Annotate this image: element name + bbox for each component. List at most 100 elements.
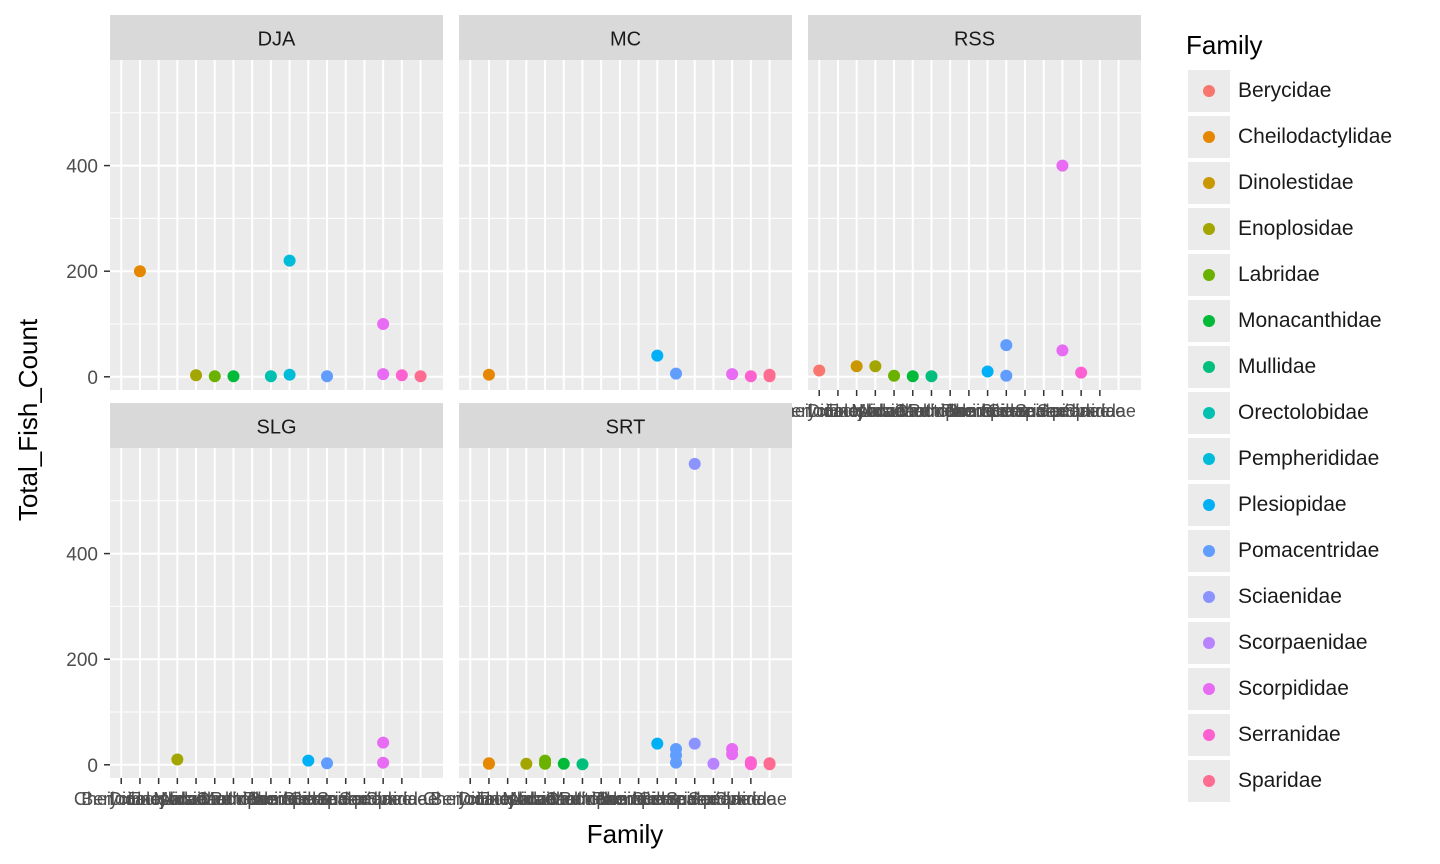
facet-strip bbox=[808, 15, 1141, 60]
legend-dot bbox=[1203, 269, 1215, 281]
facet-label: SRT bbox=[606, 417, 646, 439]
panel-background bbox=[808, 60, 1141, 390]
data-point bbox=[925, 370, 938, 383]
legend-label: Orectolobidae bbox=[1238, 401, 1369, 424]
panel-background bbox=[459, 60, 792, 390]
x-tick-label: Dinolestidae bbox=[458, 789, 557, 809]
legend-key bbox=[1188, 622, 1230, 664]
legend: Family Berycidae Cheilodactylidae Dinolest… bbox=[1186, 28, 1392, 806]
legend-dot bbox=[1203, 177, 1215, 189]
data-point bbox=[726, 748, 739, 761]
x-tick-label: Orectolobidae bbox=[894, 401, 1006, 421]
legend-dot bbox=[1203, 315, 1215, 327]
data-point bbox=[651, 349, 664, 362]
data-point bbox=[763, 758, 776, 771]
x-tick-label: Mullidae bbox=[200, 789, 267, 809]
x-tick-label: Pempherididae bbox=[210, 789, 331, 809]
legend-item: Serranidae bbox=[1186, 714, 1341, 760]
x-tick-label: Serranidae bbox=[339, 789, 427, 809]
facet-label: RSS bbox=[954, 29, 995, 51]
legend-key bbox=[1188, 576, 1230, 618]
legend-item: Cheilodactylidae bbox=[1186, 116, 1392, 162]
data-point bbox=[744, 370, 757, 383]
legend-dot bbox=[1203, 499, 1215, 511]
legend-dot bbox=[1203, 637, 1215, 649]
data-point bbox=[1056, 344, 1069, 357]
x-tick-label: Enoplosidae bbox=[826, 401, 925, 421]
x-tick-label: Monacanthidae bbox=[502, 789, 625, 809]
data-point bbox=[888, 369, 901, 382]
data-point bbox=[264, 370, 277, 383]
x-tick-label: Pempherididae bbox=[908, 401, 1029, 421]
data-point bbox=[576, 758, 589, 771]
legend-label: Serranidae bbox=[1238, 723, 1341, 746]
facet-strip bbox=[110, 403, 443, 448]
x-tick-label: Dinolestidae bbox=[807, 401, 906, 421]
x-tick-label: Pomacentridae bbox=[946, 401, 1067, 421]
x-tick-label: Mullidae bbox=[549, 789, 616, 809]
data-point bbox=[763, 370, 776, 383]
data-point bbox=[208, 370, 221, 383]
legend-dot bbox=[1203, 223, 1215, 235]
x-tick-label: Cheilodactylidae bbox=[772, 401, 904, 421]
x-tick-label: Berycidae bbox=[779, 401, 859, 421]
data-point bbox=[171, 753, 184, 766]
x-tick-label: Monacanthidae bbox=[153, 789, 276, 809]
legend-key bbox=[1188, 162, 1230, 204]
panel-background bbox=[110, 448, 443, 778]
data-point bbox=[377, 318, 390, 330]
data-point bbox=[850, 360, 863, 373]
x-tick-label: Sciaenidae bbox=[282, 789, 371, 809]
data-point bbox=[520, 757, 533, 770]
legend-label: Mullidae bbox=[1238, 355, 1317, 378]
x-tick-label: Serranidae bbox=[688, 789, 776, 809]
x-tick-label: Berycidae bbox=[430, 789, 510, 809]
data-point bbox=[302, 754, 315, 767]
facet-label: SLG bbox=[256, 417, 296, 439]
x-tick-label: Labridae bbox=[859, 401, 929, 421]
legend-dot bbox=[1203, 453, 1215, 465]
x-tick-label: Scorpaenidae bbox=[988, 401, 1099, 421]
x-tick-label: Mullidae bbox=[898, 401, 965, 421]
facet-strip bbox=[459, 15, 792, 60]
data-point bbox=[377, 756, 390, 769]
panel-rss: RSS BerycidaeCheilodactylidaeDinolestidae… bbox=[772, 15, 1141, 421]
legend-item: Pomacentridae bbox=[1186, 530, 1379, 576]
y-tick-label: 200 bbox=[66, 650, 98, 671]
y-tick-label: 200 bbox=[66, 262, 98, 283]
x-tick-label: Berycidae bbox=[81, 789, 161, 809]
legend-item: Mullidae bbox=[1186, 346, 1316, 392]
legend-label: Sciaenidae bbox=[1238, 585, 1342, 608]
x-tick-label: Pomacentridae bbox=[597, 789, 718, 809]
data-point bbox=[321, 370, 334, 383]
data-point bbox=[1000, 339, 1013, 352]
legend-dot bbox=[1203, 591, 1215, 603]
data-point bbox=[813, 364, 826, 377]
x-tick-label: Plesiopidae bbox=[941, 401, 1034, 421]
data-point bbox=[707, 757, 720, 770]
legend-key bbox=[1188, 392, 1230, 434]
y-tick-label: 400 bbox=[66, 157, 98, 178]
legend-label: Enoplosidae bbox=[1238, 217, 1354, 240]
x-tick-label: Scorpididae bbox=[666, 789, 761, 809]
legend-label: Cheilodactylidae bbox=[1238, 125, 1393, 148]
x-tick-label: Plesiopidae bbox=[243, 789, 336, 809]
data-point bbox=[190, 369, 203, 382]
data-point bbox=[133, 265, 146, 278]
data-point bbox=[688, 457, 701, 470]
legend-key bbox=[1188, 484, 1230, 526]
legend-item: Monacanthidae bbox=[1186, 300, 1382, 346]
y-axis-title: Total_Fish_Count bbox=[13, 318, 43, 521]
legend-label: Pempherididae bbox=[1238, 447, 1380, 470]
data-point bbox=[688, 737, 701, 750]
legend-item: Scorpaenidae bbox=[1186, 622, 1368, 668]
legend-dot bbox=[1203, 361, 1215, 373]
legend-key bbox=[1188, 300, 1230, 342]
legend-item: Orectolobidae bbox=[1186, 392, 1369, 438]
y-tick-label: 0 bbox=[87, 756, 98, 777]
legend-dot bbox=[1203, 775, 1215, 787]
facet-label: MC bbox=[610, 29, 641, 51]
data-point bbox=[482, 368, 495, 381]
x-tick-label: Sciaenidae bbox=[631, 789, 720, 809]
